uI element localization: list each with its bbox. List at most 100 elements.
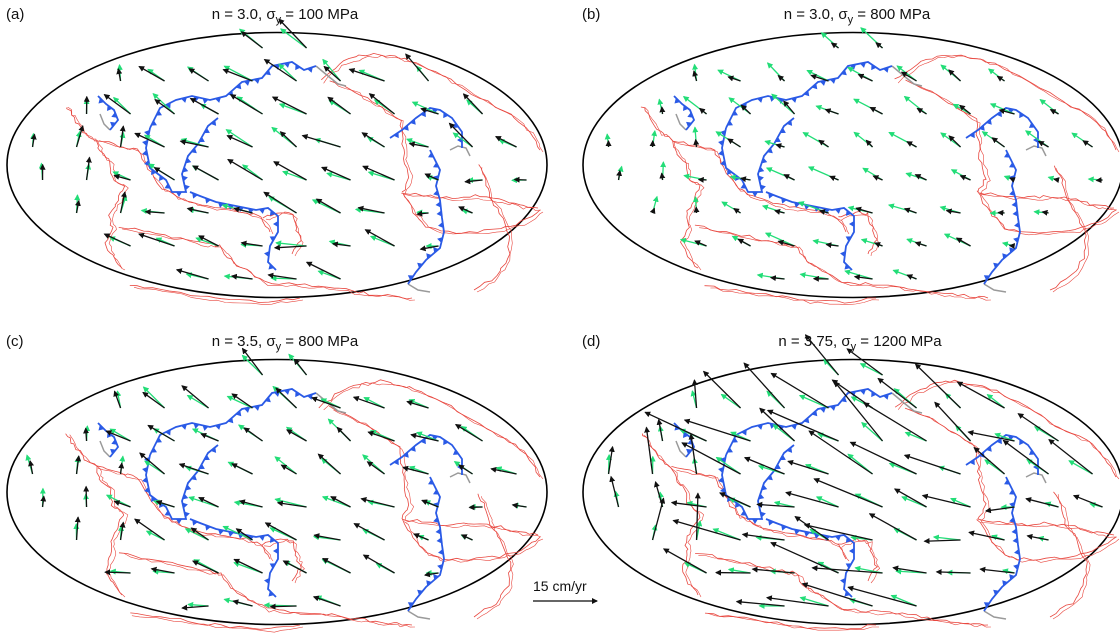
subduction-tooth [986, 119, 992, 125]
plate-boundary [672, 140, 847, 233]
model-velocity-arrow [200, 432, 219, 442]
observed-velocity-arrow [322, 58, 342, 82]
subduction-tooth [403, 452, 409, 458]
model-velocity-arrow [869, 106, 883, 115]
plate-boundary [129, 285, 301, 303]
subduction-tooth [844, 590, 851, 597]
subduction-tooth [780, 454, 786, 461]
subduction-tooth [193, 423, 200, 429]
plate-boundary [401, 192, 539, 209]
plate-boundary [473, 164, 511, 291]
model-velocity-arrow [849, 441, 917, 475]
plate-boundary [837, 537, 879, 582]
subduction-tooth [264, 251, 270, 257]
model-velocity-arrow [138, 65, 165, 82]
plate-boundary [1052, 494, 1091, 620]
model-velocity-arrow [315, 198, 341, 214]
model-velocity-arrow [649, 207, 656, 215]
plate-boundary [704, 285, 876, 304]
model-velocity-arrow [28, 460, 34, 475]
subduction-tooth [210, 120, 217, 126]
subduction-tooth [403, 125, 409, 131]
model-velocity-arrow [956, 381, 1005, 409]
subduction-tooth [871, 64, 877, 71]
observed-velocity-arrow [679, 237, 707, 247]
model-velocity-arrow [900, 71, 917, 82]
model-velocity-arrow [227, 158, 263, 181]
model-velocity-arrow [192, 165, 219, 181]
model-velocity-arrow [775, 143, 785, 149]
model-velocity-arrow [1072, 494, 1103, 508]
subduction-tooth [983, 602, 990, 608]
model-velocity-arrow [104, 569, 131, 576]
model-velocity-arrow [872, 175, 883, 181]
plate-boundary [699, 227, 992, 301]
model-velocity-arrow [301, 134, 341, 148]
subduction-tooth [433, 162, 439, 168]
subduction-tooth [248, 208, 254, 214]
observed-velocity-arrow [225, 129, 253, 148]
observed-velocity-arrow [1068, 460, 1093, 475]
subduction-tooth [142, 467, 148, 473]
model-velocity-arrow [702, 370, 742, 409]
model-velocity-arrow [286, 429, 307, 442]
model-velocity-arrow [408, 141, 429, 148]
model-velocity-arrow [914, 363, 961, 409]
subduction-tooth [732, 110, 738, 116]
subduction-tooth [758, 166, 765, 173]
subduction-tooth [791, 97, 797, 103]
map-outline [6, 31, 548, 299]
observed-velocity-arrow [184, 528, 209, 541]
model-velocity-arrow [353, 523, 385, 541]
subduction-tooth [1009, 162, 1015, 168]
subduction-tooth [758, 175, 764, 182]
plate-boundary [980, 194, 1118, 211]
plate-boundary [67, 106, 129, 271]
subduction-tooth [433, 574, 439, 580]
model-velocity-arrow [230, 273, 253, 280]
model-velocity-arrow [996, 75, 1005, 82]
subduction-tooth [307, 67, 313, 73]
model-velocity-arrow [280, 464, 297, 475]
panel-a-title: n = 3.0, σy = 100 MPa [211, 6, 359, 26]
subduction-tooth [199, 463, 205, 470]
subduction-tooth [410, 119, 416, 125]
subduction-tooth [268, 263, 275, 270]
model-velocity-arrow [464, 178, 483, 185]
subduction-zone [189, 518, 279, 598]
model-velocity-arrow [406, 400, 429, 409]
plate-boundary [704, 612, 877, 630]
subduction-tooth [686, 121, 692, 128]
subduction-tooth [1014, 549, 1020, 555]
subduction-tooth [1012, 537, 1018, 544]
model-velocity-arrow [103, 94, 131, 115]
model-velocity-arrow [423, 571, 439, 578]
subduction-zone [149, 61, 317, 129]
model-velocity-arrow [998, 108, 1015, 115]
model-velocity-arrow [134, 518, 165, 541]
plate-boundary [98, 140, 274, 235]
subduction-tooth [142, 477, 148, 483]
model-velocity-arrow [616, 169, 623, 181]
observed-velocity-arrow [798, 394, 829, 409]
subduction-tooth [761, 157, 768, 164]
model-velocity-arrow [735, 599, 785, 607]
subduction-tooth [845, 236, 852, 242]
model-velocity-arrow [305, 261, 341, 280]
subduction-tooth [295, 64, 301, 71]
plate-boundary [980, 522, 1118, 538]
subduction-zone [145, 117, 219, 193]
plate-boundary [403, 193, 542, 211]
model-velocity-arrow [863, 402, 927, 442]
model-velocity-arrow [189, 97, 219, 115]
model-velocity-arrow [948, 135, 961, 148]
model-velocity-arrow [317, 453, 341, 475]
model-velocity-arrow [513, 176, 527, 183]
model-velocity-arrow [368, 93, 395, 115]
subduction-tooth [151, 120, 157, 126]
model-velocity-arrow [740, 104, 751, 115]
subduction-tooth [983, 275, 990, 281]
model-velocity-arrow [991, 137, 1005, 148]
plate-boundary [979, 192, 1120, 236]
model-velocity-arrow [903, 454, 961, 475]
